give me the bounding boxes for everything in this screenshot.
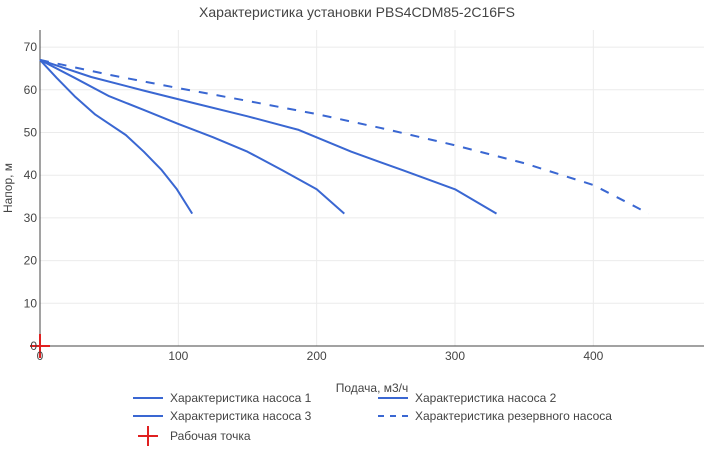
tick-labels: 0 100 200 300 400 0 10 20 30 40 50 60 70 [24, 40, 604, 363]
series-line-4 [39, 58, 650, 215]
series-line-2 [39, 59, 345, 215]
legend-item-1[interactable]: Характеристика насоса 1 [133, 391, 312, 405]
legend-item-2[interactable]: Характеристика насоса 2 [378, 391, 557, 405]
legend-item-5[interactable]: Рабочая точка [138, 426, 251, 446]
y-axis-title: Напор, м [1, 163, 15, 213]
x-axis-title: Подача, м3/ч [336, 381, 409, 395]
x-tick-label: 200 [307, 349, 327, 363]
chart-title: Характеристика установки PBS4CDM85-2C16F… [199, 4, 515, 20]
x-tick-label: 300 [445, 349, 465, 363]
x-tick-label: 400 [583, 349, 603, 363]
grid [40, 30, 704, 346]
y-tick-label: 10 [24, 296, 38, 310]
x-tick-label: 0 [37, 349, 44, 363]
y-tick-label: 50 [24, 125, 38, 139]
legend-label: Характеристика резервного насоса [415, 409, 612, 423]
y-tick-label: 30 [24, 211, 38, 225]
x-tick-label: 100 [168, 349, 188, 363]
legend-label: Характеристика насоса 3 [170, 409, 312, 423]
legend-label: Рабочая точка [170, 429, 251, 443]
legend[interactable]: Характеристика насоса 1 Характеристика на… [133, 391, 612, 446]
series-line-3 [39, 58, 498, 215]
y-tick-label: 40 [24, 168, 38, 182]
y-tick-label: 60 [24, 83, 38, 97]
legend-item-4[interactable]: Характеристика резервного насоса [378, 409, 612, 423]
plot-area [30, 58, 650, 358]
legend-item-3[interactable]: Характеристика насоса 3 [133, 409, 312, 423]
y-tick-label: 0 [30, 339, 37, 353]
series-line-1 [39, 59, 194, 215]
y-tick-label: 20 [24, 254, 38, 268]
legend-label: Характеристика насоса 1 [170, 391, 312, 405]
operating-point-marker [30, 334, 50, 358]
axes [39, 30, 704, 347]
legend-label: Характеристика насоса 2 [415, 391, 557, 405]
y-tick-label: 70 [24, 40, 38, 54]
